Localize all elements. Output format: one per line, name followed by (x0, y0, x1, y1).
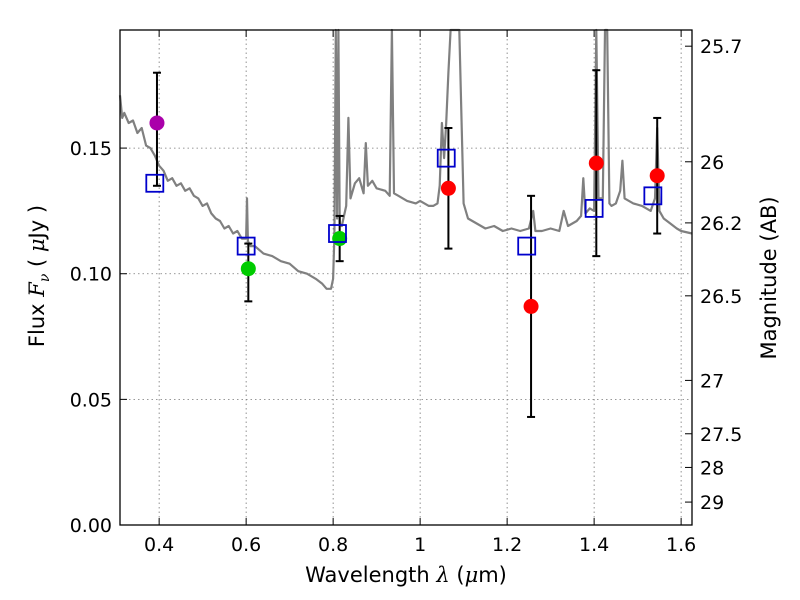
mag-tick-label: 27 (700, 370, 724, 392)
model-photometry-square (517, 236, 537, 256)
observed-point (588, 155, 604, 171)
plot-frame (119, 29, 693, 526)
y-tick-label: 0.00 (70, 515, 112, 537)
model-photometry-square (584, 199, 604, 218)
x-tick-label: 0.4 (144, 534, 174, 556)
model-photometry-square (643, 186, 663, 206)
model-photometry-square (328, 224, 347, 243)
x-axis-title: Wavelength λ (μm) (305, 563, 507, 587)
x-tick-label: 1.4 (579, 534, 609, 556)
model-photometry-square (145, 173, 165, 193)
mag-tick-label: 25.7 (700, 36, 742, 58)
observed-point (240, 261, 256, 277)
mag-tick-label: 29 (700, 492, 724, 514)
y2-axis-title: Magnitude (AB) (757, 196, 781, 359)
mag-tick-label: 27.5 (700, 424, 742, 446)
observed-point (523, 298, 539, 314)
observed-point (649, 168, 665, 184)
mag-tick-label: 26.5 (700, 286, 742, 308)
mag-tick-label: 26 (700, 152, 724, 174)
y-axis-title: Flux Fν ( μJy ) (25, 205, 53, 347)
x-tick-label: 0.8 (318, 534, 348, 556)
model-photometry-square (236, 236, 256, 256)
mag-tick-label: 26.2 (700, 213, 742, 235)
observed-point (149, 115, 165, 131)
observed-point (332, 231, 348, 247)
model-photometry-square (436, 148, 456, 168)
x-tick-label: 0.6 (231, 534, 261, 556)
axis-ticks: 0.4 0.6 0.8 1 1.2 1.4 1.6 0.00 0.05 0.10 0.15 25.7 2… (70, 30, 742, 556)
y-tick-label: 0.15 (70, 138, 112, 160)
x-tick-label: 1 (414, 534, 426, 556)
y-tick-label: 0.05 (70, 389, 112, 411)
x-tick-label: 1.6 (666, 534, 696, 556)
observed-point (440, 180, 456, 196)
model-photometry-points (145, 148, 663, 256)
x-tick-label: 1.2 (492, 534, 522, 556)
observed-points (149, 115, 665, 314)
y-tick-label: 0.10 (70, 264, 112, 286)
mag-tick-label: 28 (700, 457, 724, 479)
